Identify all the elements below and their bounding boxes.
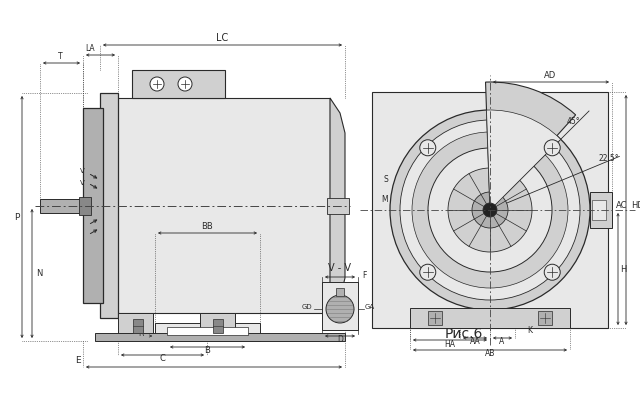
Text: V: V <box>79 168 84 174</box>
Text: AA: AA <box>470 337 481 346</box>
Text: B: B <box>204 346 210 355</box>
Wedge shape <box>136 198 190 233</box>
Text: BB: BB <box>201 222 213 231</box>
Bar <box>213 319 223 333</box>
Text: A: A <box>499 337 504 346</box>
Circle shape <box>150 77 164 91</box>
Text: D: D <box>337 335 343 344</box>
Text: AC: AC <box>616 200 627 209</box>
Text: HA: HA <box>445 340 456 349</box>
Text: 45°: 45° <box>566 117 580 126</box>
Circle shape <box>472 192 508 228</box>
Bar <box>410 308 570 328</box>
Wedge shape <box>190 233 244 268</box>
Text: LA: LA <box>85 44 95 53</box>
Text: K: K <box>527 326 532 335</box>
Text: P: P <box>14 213 20 222</box>
Wedge shape <box>486 110 561 210</box>
Text: F: F <box>362 272 366 281</box>
Bar <box>590 192 612 228</box>
Circle shape <box>326 295 354 323</box>
Bar <box>327 198 349 214</box>
Circle shape <box>400 120 580 300</box>
Text: R: R <box>138 329 144 338</box>
Text: 22,5°: 22,5° <box>598 154 619 163</box>
Text: LC: LC <box>216 33 228 43</box>
Bar <box>40 199 83 213</box>
Text: E: E <box>75 356 81 365</box>
Bar <box>133 319 143 333</box>
Bar <box>322 282 358 330</box>
Circle shape <box>428 148 552 272</box>
Text: T: T <box>58 52 62 61</box>
Text: V: V <box>79 180 84 186</box>
Text: C: C <box>159 354 165 363</box>
Text: M: M <box>381 195 388 204</box>
Circle shape <box>483 203 497 217</box>
Text: AB: AB <box>485 349 495 358</box>
Text: Рис.6: Рис.6 <box>445 327 483 341</box>
Text: вентол: вентол <box>152 229 224 247</box>
Bar <box>372 92 608 328</box>
Bar <box>79 197 91 215</box>
Wedge shape <box>190 202 244 233</box>
Text: AD: AD <box>544 71 556 80</box>
Wedge shape <box>159 178 190 233</box>
Text: S: S <box>383 175 388 184</box>
Text: GD: GD <box>301 304 312 310</box>
Circle shape <box>544 264 560 280</box>
Polygon shape <box>330 98 345 313</box>
Bar <box>592 200 606 220</box>
Circle shape <box>178 77 192 91</box>
Wedge shape <box>190 233 221 288</box>
Bar <box>167 327 248 335</box>
Text: V - V: V - V <box>328 263 351 273</box>
Bar <box>100 93 118 318</box>
Text: N: N <box>36 270 42 279</box>
Bar <box>200 313 235 333</box>
Bar <box>538 311 552 325</box>
Circle shape <box>390 110 590 310</box>
Wedge shape <box>486 82 575 210</box>
Bar <box>118 313 153 333</box>
Text: H: H <box>620 264 627 274</box>
Bar <box>336 288 344 296</box>
Circle shape <box>420 140 436 156</box>
Text: HD: HD <box>631 200 640 209</box>
Bar <box>428 311 442 325</box>
Circle shape <box>448 168 532 252</box>
Bar <box>132 70 225 98</box>
Circle shape <box>544 140 560 156</box>
Wedge shape <box>190 179 225 233</box>
Bar <box>83 108 103 303</box>
Wedge shape <box>135 233 190 264</box>
Wedge shape <box>155 233 190 287</box>
Bar <box>115 98 330 313</box>
Text: GA: GA <box>365 304 375 310</box>
Circle shape <box>420 264 436 280</box>
Bar <box>95 333 345 341</box>
Bar <box>155 323 260 341</box>
Circle shape <box>412 132 568 288</box>
